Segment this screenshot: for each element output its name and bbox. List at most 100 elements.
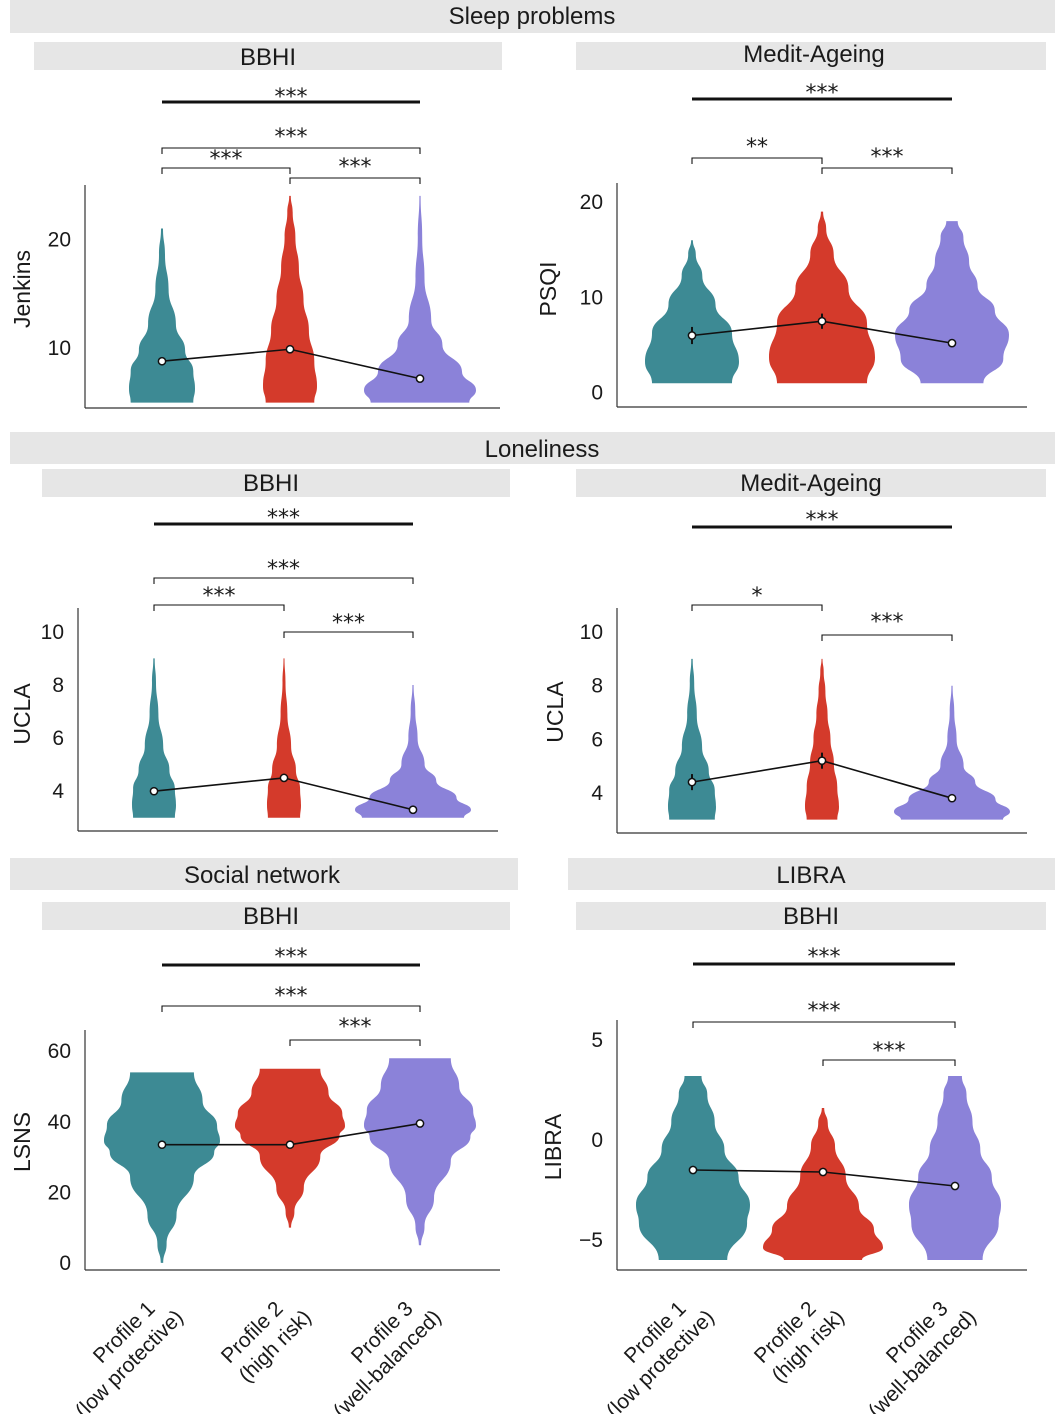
mean-marker-profile-1 [688,1165,698,1175]
panel-title: BBHI [243,470,299,497]
x-category-label-1: Profile 1(low protective) [584,1287,719,1414]
panel-5: BBHI 0 20 40 60 LSNS *** *** *** Profile 1(low pr… [9,902,510,1414]
y-tick-label: 10 [580,621,603,644]
violin-profile-2 [267,658,301,818]
violin-profile-3 [364,1058,476,1246]
mean-marker-profile-3 [415,1119,425,1128]
mean-marker-profile-2 [817,756,827,766]
significance-bracket-2-3 [289,177,421,184]
y-tick-label: 0 [59,1252,71,1275]
y-axis-label: UCLA [542,681,568,743]
violin-profile-2 [769,211,875,384]
x-category-label-1: Profile 1(low protective) [53,1287,188,1414]
mean-marker-profile-3 [415,374,425,383]
y-tick-label: 4 [591,782,603,805]
violin-profile-2 [805,658,839,820]
panel-title-band [42,902,510,930]
panel-title: BBHI [783,903,839,930]
mean-marker-profile-2 [817,316,827,326]
y-axis-label: Jenkins [9,250,35,328]
panel-6: BBHI −5 0 5 LIBRA *** *** *** Profile 1(low prot… [540,902,1046,1414]
section-title-social-network: Social network [184,862,341,889]
significance-bracket-1-2 [161,167,291,174]
significance-bracket-2-3 [821,167,953,174]
violin-profile-3 [355,685,471,818]
x-category-label-2: Profile 2(high risk) [749,1287,849,1387]
section-title-libra: LIBRA [776,862,845,889]
mean-marker-profile-2 [279,773,289,783]
violin-profile-1 [668,658,716,820]
mean-marker-profile-3 [408,805,418,815]
significance-label-1-2: *** [203,584,236,609]
violin-profile-1 [129,228,195,403]
overall-significance-label: *** [267,506,300,531]
y-axis-label: LIBRA [540,1113,566,1180]
violin-profile-3 [894,685,1010,820]
significance-bracket-1-2 [691,604,823,611]
section-title-sleep: Sleep problems [449,3,616,30]
y-axis-label: PSQI [535,262,561,317]
y-tick-label: 0 [591,382,603,405]
overall-significance-label: *** [808,945,841,970]
y-axis-label: LSNS [9,1112,35,1172]
mean-marker-profile-2 [818,1167,828,1177]
overall-significance-label: *** [275,945,308,970]
y-tick-label: 40 [48,1111,71,1134]
panel-title-band [34,42,502,70]
violin-profile-1 [645,240,739,384]
significance-bracket-2-3 [821,634,953,641]
significance-label-1-3: *** [267,557,300,582]
section-header-social: Social network [10,858,518,890]
y-tick-label: 8 [591,675,603,698]
panels: BBHI 10 20 Jenkins *** *** *** *** Medit-Ageing 0… [9,41,1046,1414]
overall-significance-label: *** [275,85,308,110]
panel-3: BBHI 4 6 8 10 UCLA *** *** *** *** [9,469,510,832]
significance-bracket-2-3 [822,1059,956,1066]
significance-label-1-2: * [752,584,763,609]
mean-marker-profile-1 [687,331,697,340]
significance-label-1-3: *** [275,984,308,1009]
y-tick-label: 4 [52,780,64,803]
significance-label-2-3: *** [332,611,365,636]
y-tick-label: 20 [580,191,603,214]
significance-bracket-2-3 [283,631,414,638]
mean-marker-profile-2 [285,1140,295,1150]
violin-profile-2 [763,1108,883,1260]
x-category-label-3: Profile 3(well-balanced) [846,1287,981,1414]
violin-profile-3 [909,1076,1001,1260]
panel-title: BBHI [243,903,299,930]
section-header-libra: LIBRA [568,858,1055,890]
panel-1: BBHI 10 20 Jenkins *** *** *** *** [9,42,502,409]
panel-title: Medit-Ageing [743,41,884,68]
significance-bracket-1-2 [691,157,823,164]
panel-title-band [42,469,510,497]
mean-marker-profile-1 [157,1140,167,1150]
mean-marker-profile-1 [687,777,697,787]
violin-profile-1 [132,658,176,818]
violin-profile-2 [263,195,317,403]
mean-marker-profile-1 [149,786,159,796]
section-header-loneliness: Loneliness [10,432,1055,464]
y-tick-label: 6 [52,727,64,750]
panel-title: Medit-Ageing [740,470,881,497]
significance-label-2-3: *** [871,145,904,170]
significance-bracket-2-3 [289,1039,421,1046]
y-tick-label: 60 [48,1040,71,1063]
significance-label-2-3: *** [339,1015,372,1040]
significance-label-1-3: *** [808,999,841,1024]
y-tick-label: 6 [591,728,603,751]
y-tick-label: 8 [52,674,64,697]
panel-title: BBHI [240,44,296,71]
mean-marker-profile-3 [950,1181,960,1191]
overall-significance-label: *** [806,508,839,533]
significance-label-1-3: *** [275,125,308,150]
panel-title-band [576,469,1046,497]
violin-profile-3 [364,195,476,403]
significance-bracket-1-3 [153,577,414,584]
violin-profile-3 [895,221,1009,384]
significance-label-2-3: *** [871,610,904,635]
mean-marker-profile-3 [947,338,957,348]
